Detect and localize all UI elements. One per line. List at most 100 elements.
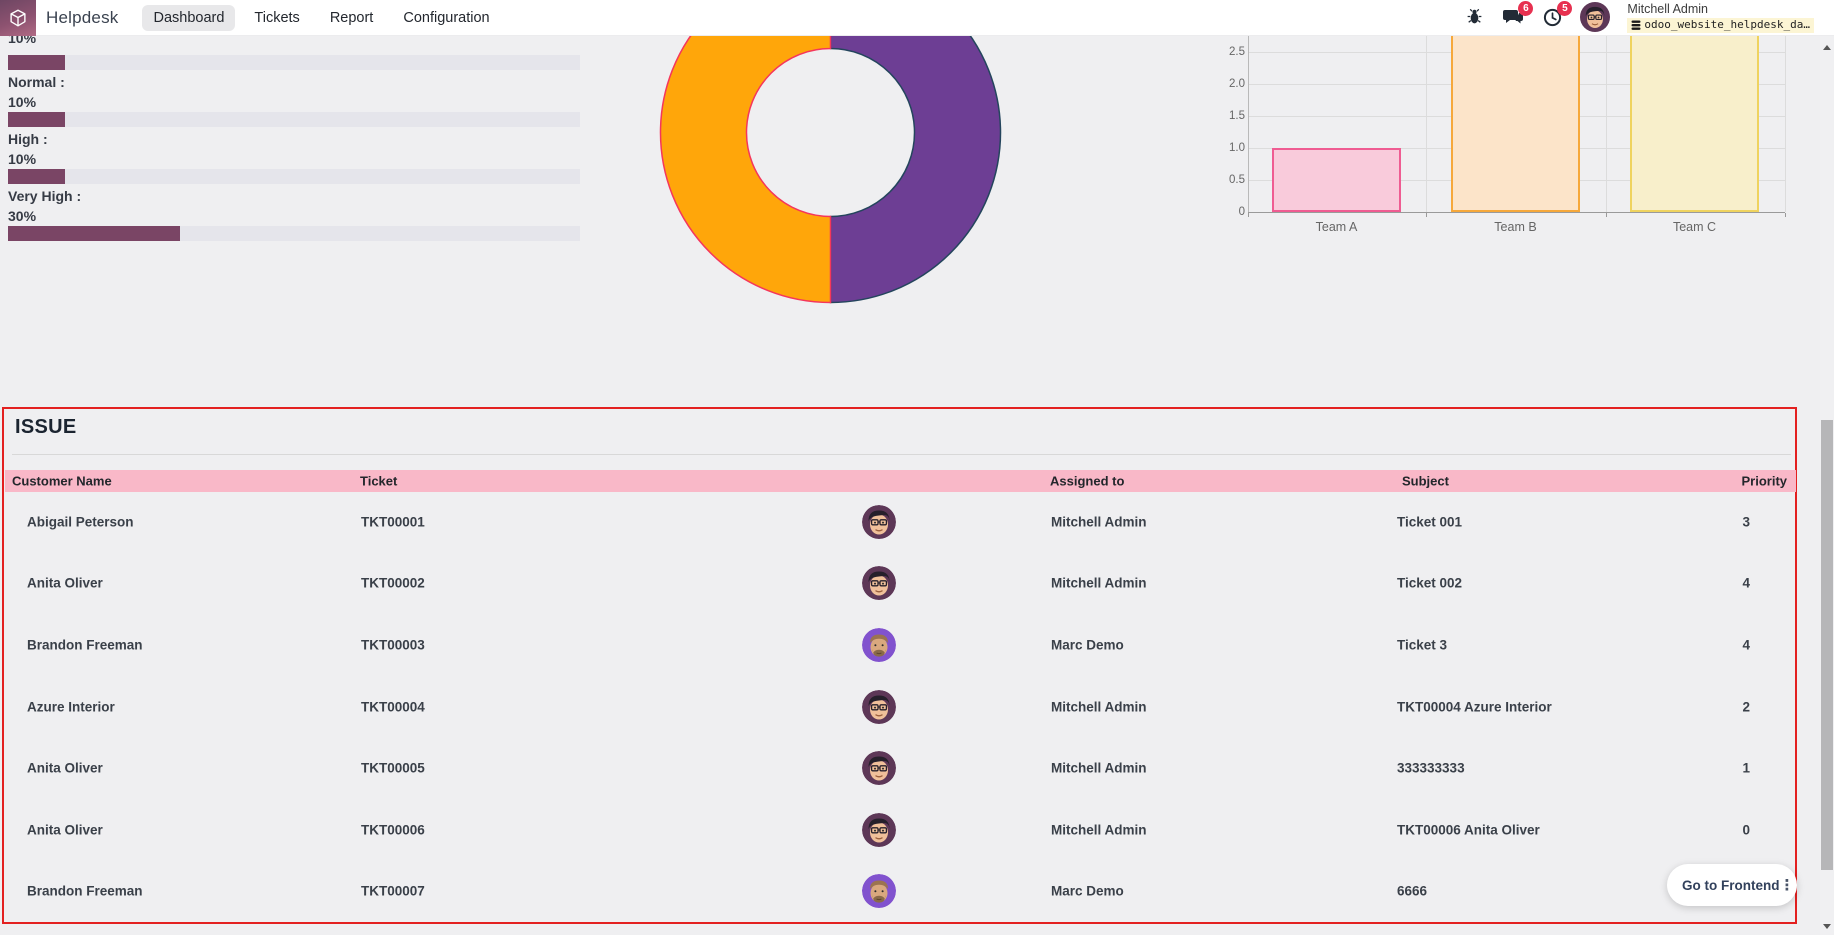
customer-name: Anita Oliver xyxy=(27,575,103,591)
scroll-up-arrow-icon[interactable] xyxy=(1823,45,1831,50)
x-tick-mark xyxy=(1426,213,1427,217)
team-bar-chart[interactable]: 2.5 2.0 1.5 1.0 0.5 0 Team A Team B Team… xyxy=(1225,36,1815,241)
assigned-to: Mitchell Admin xyxy=(1051,699,1147,715)
bug-icon xyxy=(1467,9,1482,24)
x-axis xyxy=(1248,212,1785,213)
issue-table-row[interactable]: Anita Oliver TKT00006 Mitchell Admin TKT… xyxy=(5,799,1796,861)
scroll-down-arrow-icon[interactable] xyxy=(1823,924,1831,929)
subject: Ticket 001 xyxy=(1397,514,1463,530)
top-navbar: Helpdesk Dashboard Tickets Report Config… xyxy=(0,0,1834,36)
assigned-to: Mitchell Admin xyxy=(1051,514,1147,530)
vertical-scrollbar[interactable] xyxy=(1820,36,1834,935)
gridline xyxy=(1606,36,1607,212)
y-tick: 1.0 xyxy=(1229,142,1245,154)
main-menu: Dashboard Tickets Report Configuration xyxy=(142,4,500,31)
priority-value: 10% xyxy=(8,94,37,110)
ticket-ref: TKT00004 xyxy=(361,699,425,715)
assigned-to: Marc Demo xyxy=(1051,883,1124,899)
clock-icon xyxy=(1543,8,1562,27)
x-tick-mark xyxy=(1785,213,1786,217)
ticket-ref: TKT00001 xyxy=(361,514,425,530)
issue-table-row[interactable]: Brandon Freeman TKT00007 Marc Demo 6666 xyxy=(5,861,1796,923)
priority-doughnut-chart[interactable] xyxy=(659,0,1002,304)
app-title: Helpdesk xyxy=(46,7,119,27)
priority-progress-fill xyxy=(8,226,180,241)
y-tick: 0.5 xyxy=(1229,174,1245,186)
customer-name: Brandon Freeman xyxy=(27,637,143,653)
database-name: odoo_website_helpdesk_da… xyxy=(1644,17,1810,31)
user-avatar[interactable] xyxy=(1580,2,1610,32)
doughnut-slice[interactable] xyxy=(659,0,832,304)
ticket-ref: TKT00007 xyxy=(361,883,425,899)
priority-progressbar xyxy=(8,55,580,70)
bar-team-a[interactable] xyxy=(1272,148,1401,212)
kebab-icon: ⋮ xyxy=(1779,876,1795,894)
issue-table-row[interactable]: Anita Oliver TKT00005 Mitchell Admin 333… xyxy=(5,737,1796,799)
subject: 6666 xyxy=(1397,883,1428,899)
doughnut-slice[interactable] xyxy=(829,0,1002,304)
assignee-avatar xyxy=(862,813,896,847)
header-subject: Subject xyxy=(1402,473,1449,489)
database-indicator: odoo_website_helpdesk_da… xyxy=(1627,17,1814,33)
issue-table-row[interactable]: Anita Oliver TKT00002 Mitchell Admin Tic… xyxy=(5,553,1796,615)
priority-value: 4 xyxy=(1742,575,1750,591)
assignee-avatar xyxy=(862,566,896,600)
customer-name: Azure Interior xyxy=(27,699,115,715)
messages-badge: 6 xyxy=(1518,1,1534,17)
y-tick: 2.0 xyxy=(1229,78,1245,90)
y-tick: 2.5 xyxy=(1229,46,1245,58)
issue-table-row[interactable]: Brandon Freeman TKT00003 Marc Demo Ticke… xyxy=(5,614,1796,676)
assignee-avatar xyxy=(862,690,896,724)
scrollbar-thumb[interactable] xyxy=(1821,420,1833,870)
debug-bug-button[interactable] xyxy=(1463,6,1485,28)
priority-progressbar xyxy=(8,169,580,184)
bar-team-b[interactable] xyxy=(1451,36,1580,212)
bar-team-c[interactable] xyxy=(1630,36,1759,212)
customer-name: Brandon Freeman xyxy=(27,883,143,899)
issue-table-row[interactable]: Abigail Peterson TKT00001 Mitchell Admin… xyxy=(5,491,1796,553)
priority-label: Very High : xyxy=(8,188,82,204)
database-icon xyxy=(1631,20,1641,30)
chat-bubbles-icon xyxy=(1502,10,1523,24)
customer-name: Abigail Peterson xyxy=(27,514,134,530)
issue-table-row[interactable]: Azure Interior TKT00004 Mitchell Admin T… xyxy=(5,676,1796,738)
priority-progressbar xyxy=(8,112,580,127)
navbar-right: 6 5 Mitchell Admin xyxy=(1463,1,1834,33)
user-name: Mitchell Admin xyxy=(1627,2,1709,17)
priority-label: Normal : xyxy=(8,74,65,90)
menu-tickets[interactable]: Tickets xyxy=(254,9,300,26)
kebab-menu-button[interactable]: ⋮ xyxy=(1779,871,1794,899)
issue-title: ISSUE xyxy=(15,416,77,438)
ticket-ref: TKT00006 xyxy=(361,822,425,838)
go-to-frontend-button[interactable]: Go to Frontend xyxy=(1682,877,1780,893)
priority-label: High : xyxy=(8,131,48,147)
header-ticket: Ticket xyxy=(360,473,398,489)
x-tick-mark xyxy=(1248,213,1249,217)
menu-report[interactable]: Report xyxy=(329,9,374,26)
subject: Ticket 002 xyxy=(1397,575,1463,591)
y-axis xyxy=(1248,36,1249,212)
subject: Ticket 3 xyxy=(1397,637,1448,653)
y-tick: 1.5 xyxy=(1229,110,1245,122)
ticket-ref: TKT00005 xyxy=(361,760,425,776)
issue-table-header: Customer Name Ticket Assigned to Subject… xyxy=(5,470,1796,492)
menu-configuration[interactable]: Configuration xyxy=(403,9,490,26)
assigned-to: Mitchell Admin xyxy=(1051,760,1147,776)
x-category-label: Team B xyxy=(1494,220,1537,234)
cube-icon xyxy=(10,9,26,26)
odoo-app-icon[interactable] xyxy=(0,0,36,36)
user-block: Mitchell Admin odoo_website_helpdesk_da… xyxy=(1627,2,1814,33)
activities-button[interactable]: 5 xyxy=(1541,1,1573,28)
ticket-ref: TKT00002 xyxy=(361,575,425,591)
x-category-label: Team A xyxy=(1315,220,1358,234)
priority-value: 3 xyxy=(1742,514,1750,530)
frontend-pill: Go to Frontend ⋮ xyxy=(1667,864,1797,906)
gridline xyxy=(1426,36,1427,212)
menu-dashboard[interactable]: Dashboard xyxy=(142,4,236,31)
priority-value: 30% xyxy=(8,208,37,224)
customer-name: Anita Oliver xyxy=(27,822,103,838)
messages-button[interactable]: 6 xyxy=(1502,1,1534,28)
customer-name: Anita Oliver xyxy=(27,760,103,776)
activities-badge: 5 xyxy=(1557,1,1573,17)
